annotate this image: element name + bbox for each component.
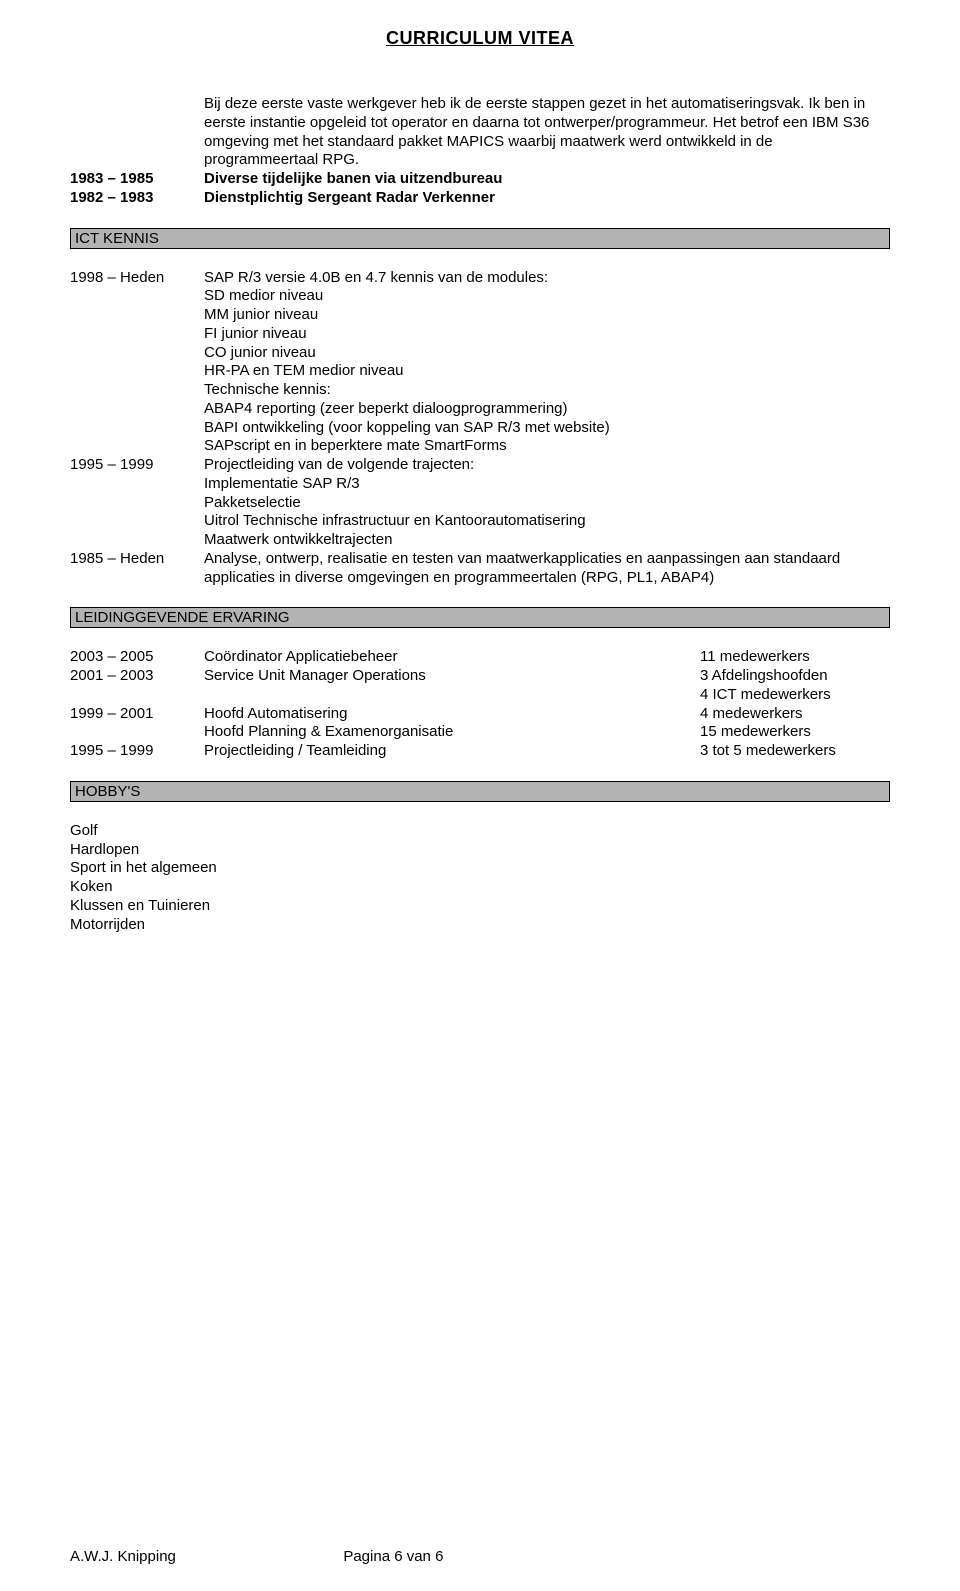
section-heading-ict: ICT KENNIS — [70, 228, 890, 249]
leiding-row: 2001 – 2003 Service Unit Manager Operati… — [70, 667, 890, 686]
ict-line: HR-PA en TEM medior niveau — [204, 362, 890, 381]
page-footer: A.W.J. Knipping Pagina 6 van 6 — [70, 1548, 890, 1565]
hobby-item: Golf — [70, 822, 890, 841]
ict-line: BAPI ontwikkeling (voor koppeling van SA… — [204, 419, 890, 438]
leiding-count: 11 medewerkers — [700, 648, 890, 667]
leiding-date: 1995 – 1999 — [70, 742, 204, 761]
history-date: 1982 – 1983 — [70, 189, 204, 208]
ict-head: Projectleiding van de volgende trajecten… — [204, 456, 890, 475]
leiding-count: 3 Afdelingshoofden — [700, 667, 890, 686]
hobby-item: Klussen en Tuinieren — [70, 897, 890, 916]
hobby-item: Hardlopen — [70, 841, 890, 860]
ict-line: Uitrol Technische infrastructuur en Kant… — [204, 512, 890, 531]
footer-page-number: Pagina 6 van 6 — [343, 1548, 616, 1565]
history-date: 1983 – 1985 — [70, 170, 204, 189]
leiding-row: 4 ICT medewerkers — [70, 686, 890, 705]
leiding-role: Service Unit Manager Operations — [204, 667, 700, 686]
leiding-role: Hoofd Automatisering — [204, 705, 700, 724]
hobby-item: Koken — [70, 878, 890, 897]
ict-row: 1985 – Heden Analyse, ontwerp, realisati… — [70, 550, 890, 588]
ict-date: 1985 – Heden — [70, 550, 204, 588]
leiding-row: 1999 – 2001 Hoofd Automatisering 4 medew… — [70, 705, 890, 724]
ict-line: MM junior niveau — [204, 306, 890, 325]
leiding-date — [70, 723, 204, 742]
leiding-role: Coördinator Applicatiebeheer — [204, 648, 700, 667]
leiding-count: 4 ICT medewerkers — [700, 686, 890, 705]
section-heading-hobby: HOBBY'S — [70, 781, 890, 802]
ict-line: FI junior niveau — [204, 325, 890, 344]
hobby-list: Golf Hardlopen Sport in het algemeen Kok… — [70, 822, 890, 935]
leiding-date: 2001 – 2003 — [70, 667, 204, 686]
hobby-item: Motorrijden — [70, 916, 890, 935]
history-row: 1983 – 1985 Diverse tijdelijke banen via… — [70, 170, 890, 189]
leiding-row: 1995 – 1999 Projectleiding / Teamleiding… — [70, 742, 890, 761]
ict-line: Technische kennis: — [204, 381, 890, 400]
leiding-row: Hoofd Planning & Examenorganisatie 15 me… — [70, 723, 890, 742]
ict-line: Pakketselectie — [204, 494, 890, 513]
leiding-row: 2003 – 2005 Coördinator Applicatiebeheer… — [70, 648, 890, 667]
ict-line: CO junior niveau — [204, 344, 890, 363]
leiding-role — [204, 686, 700, 705]
ict-date: 1998 – Heden — [70, 269, 204, 288]
leiding-role: Projectleiding / Teamleiding — [204, 742, 700, 761]
ict-head: Analyse, ontwerp, realisatie en testen v… — [204, 550, 890, 588]
ict-line: SD medior niveau — [204, 287, 890, 306]
leiding-count: 3 tot 5 medewerkers — [700, 742, 890, 761]
intro-paragraph: Bij deze eerste vaste werkgever heb ik d… — [204, 95, 890, 170]
ict-line: ABAP4 reporting (zeer beperkt dialoogpro… — [204, 400, 890, 419]
leiding-date: 2003 – 2005 — [70, 648, 204, 667]
page-title: CURRICULUM VITEA — [70, 28, 890, 49]
ict-date: 1995 – 1999 — [70, 456, 204, 475]
ict-row: 1995 – 1999 Projectleiding van de volgen… — [70, 456, 890, 475]
section-heading-leiding: LEIDINGGEVENDE ERVARING — [70, 607, 890, 628]
history-row: 1982 – 1983 Dienstplichtig Sergeant Rada… — [70, 189, 890, 208]
ict-row: 1998 – Heden SAP R/3 versie 4.0B en 4.7 … — [70, 269, 890, 288]
leiding-count: 15 medewerkers — [700, 723, 890, 742]
cv-page: CURRICULUM VITEA Bij deze eerste vaste w… — [0, 0, 960, 1591]
hobby-item: Sport in het algemeen — [70, 859, 890, 878]
footer-author: A.W.J. Knipping — [70, 1548, 343, 1565]
ict-line: SAPscript en in beperktere mate SmartFor… — [204, 437, 890, 456]
history-text: Dienstplichtig Sergeant Radar Verkenner — [204, 189, 890, 208]
leiding-role: Hoofd Planning & Examenorganisatie — [204, 723, 700, 742]
ict-line: Maatwerk ontwikkeltrajecten — [204, 531, 890, 550]
leiding-date: 1999 – 2001 — [70, 705, 204, 724]
leiding-date — [70, 686, 204, 705]
ict-head: SAP R/3 versie 4.0B en 4.7 kennis van de… — [204, 269, 890, 288]
leiding-count: 4 medewerkers — [700, 705, 890, 724]
history-text: Diverse tijdelijke banen via uitzendbure… — [204, 170, 890, 189]
footer-spacer — [617, 1548, 890, 1565]
ict-line: Implementatie SAP R/3 — [204, 475, 890, 494]
